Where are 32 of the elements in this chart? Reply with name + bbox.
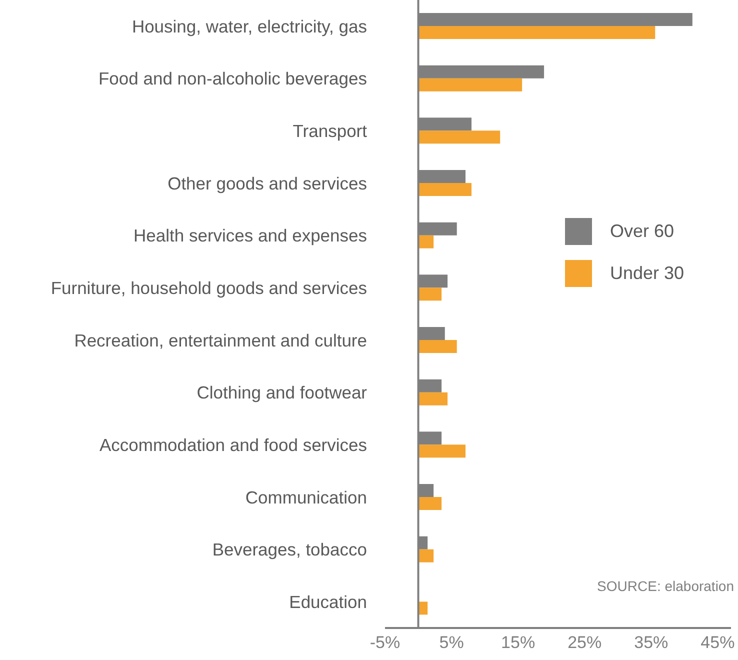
annotation: SOURCE: elaboration — [597, 578, 734, 594]
x-tick-label: 45% — [700, 633, 735, 652]
bar — [418, 444, 466, 458]
bar — [418, 235, 434, 248]
bar — [418, 183, 472, 196]
bar — [418, 549, 434, 562]
bar — [418, 497, 442, 510]
bar — [418, 78, 522, 92]
bar — [418, 392, 448, 406]
bar — [418, 26, 656, 39]
y-tick-label: Clothing and footwear — [196, 382, 368, 403]
x-tick-label: 5% — [439, 633, 464, 652]
y-tick-label: Education — [289, 592, 367, 612]
x-tick-label: 25% — [568, 633, 602, 652]
bar — [418, 340, 457, 353]
x-tick-label: -5% — [370, 633, 400, 652]
y-tick-label: Recreation, entertainment and culture — [74, 330, 367, 350]
y-tick-label: Furniture, household goods and services — [50, 278, 368, 298]
y-tick-label: Other goods and services — [168, 173, 368, 194]
y-tick-label: Accommodation and food services — [100, 435, 368, 456]
x-tick-label: 15% — [501, 633, 536, 652]
y-tick-label: Food and non-alcoholic beverages — [98, 68, 368, 89]
y-tick-label: Housing, water, electricity, gas — [132, 16, 368, 36]
y-tick-label: Transport — [292, 121, 368, 142]
y-tick-label: Beverages, tobacco — [212, 540, 367, 560]
x-tick-label: 35% — [634, 633, 668, 652]
bar — [418, 130, 500, 144]
y-tick-label: Communication — [245, 487, 367, 508]
legend-label: Under 30 — [610, 262, 684, 284]
legend-label: Over 60 — [610, 220, 674, 242]
y-tick-label: Health services and expenses — [134, 226, 368, 246]
bar — [418, 288, 442, 301]
